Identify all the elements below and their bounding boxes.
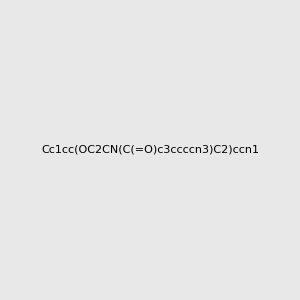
Text: Cc1cc(OC2CN(C(=O)c3ccccn3)C2)ccn1: Cc1cc(OC2CN(C(=O)c3ccccn3)C2)ccn1 [41,145,259,155]
